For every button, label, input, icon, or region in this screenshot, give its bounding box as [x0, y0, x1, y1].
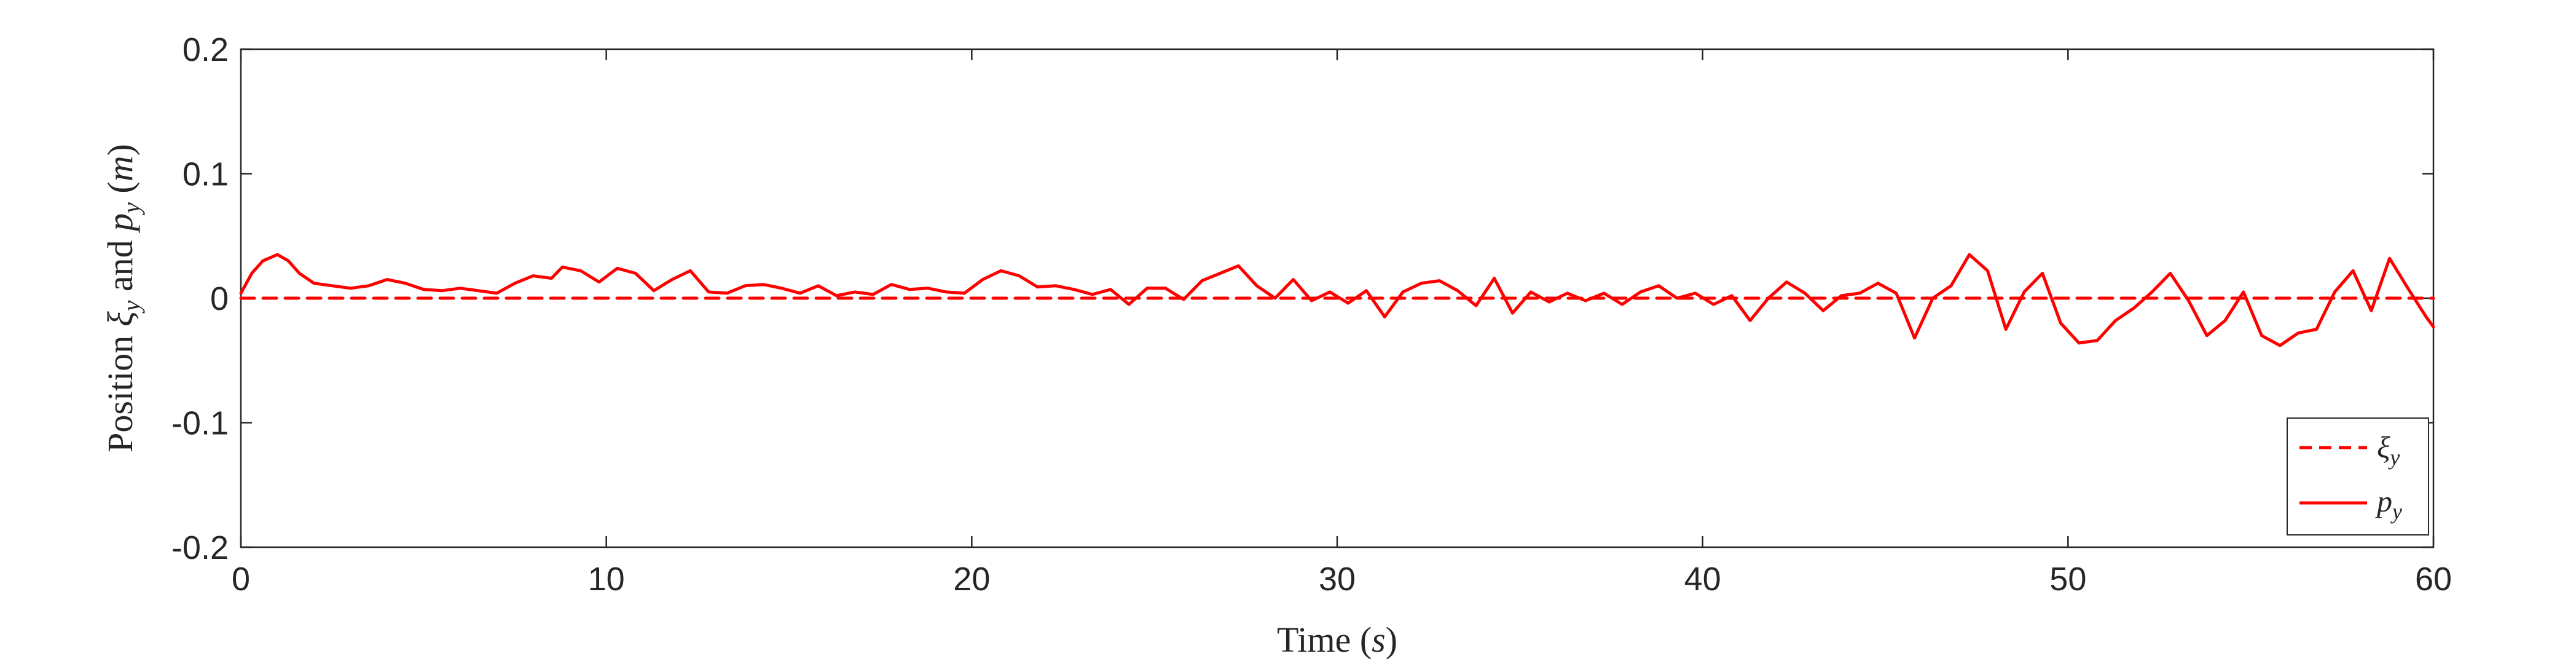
series-p-y-line — [239, 253, 2435, 347]
y-axis-label-xi-sub: y — [117, 300, 145, 314]
x-axis-label-unit: s — [1372, 620, 1386, 660]
x-tick-label: 60 — [2415, 561, 2452, 598]
x-tick-label: 40 — [1684, 561, 1721, 598]
y-tick-label: -0.2 — [171, 529, 229, 566]
legend-label-p-y: py — [2375, 484, 2402, 524]
y-tick-label: 0 — [210, 280, 229, 317]
y-axis-label-close: ) — [100, 144, 140, 156]
y-axis-label: Position ξy and py (m) — [100, 144, 145, 453]
legend-box — [2287, 417, 2429, 536]
y-axis-label-unit: m — [100, 156, 140, 181]
y-tick-label: 0.1 — [183, 156, 229, 193]
y-tick-label: -0.1 — [171, 405, 229, 442]
axis-ticks: 0 10 20 30 40 50 60 0.2 0.1 0 -0.1 -0.2 — [171, 31, 2452, 598]
legend-label-xi-sub: y — [2388, 445, 2400, 470]
x-axis-label: Time (s) — [1277, 620, 1397, 660]
legend-label-p: p — [2375, 484, 2392, 518]
y-tick-label: 0.2 — [183, 31, 229, 68]
x-tick-label: 30 — [1319, 561, 1356, 598]
y-axis-label-p: p — [100, 213, 140, 234]
x-axis-label-text: Time ( — [1277, 620, 1372, 660]
y-axis-label-text: Position — [100, 326, 140, 453]
series-layer — [239, 253, 2435, 347]
x-tick-label: 20 — [953, 561, 990, 598]
legend-label-xi-y: ξy — [2377, 430, 2400, 470]
x-tick-label: 10 — [588, 561, 625, 598]
x-axis-label-close: ) — [1386, 620, 1397, 660]
y-axis-label-xi: ξ — [100, 311, 140, 326]
x-tick-label: 0 — [232, 561, 250, 598]
y-axis-label-and: and — [100, 231, 140, 301]
legend-label-p-sub: y — [2390, 499, 2402, 524]
legend: ξy py — [2287, 417, 2429, 536]
x-tick-label: 50 — [2049, 561, 2086, 598]
legend-label-xi: ξ — [2377, 430, 2390, 464]
y-axis-label-paren: ( — [100, 181, 140, 202]
y-axis-label-p-sub: y — [117, 202, 145, 216]
